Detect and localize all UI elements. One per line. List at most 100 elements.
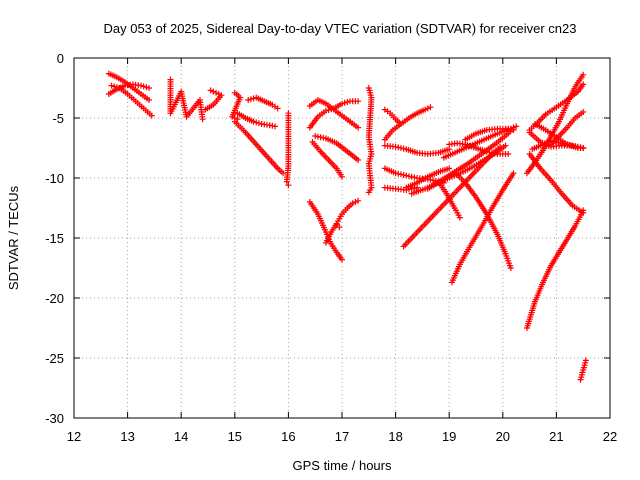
series-arc-i [231, 118, 287, 177]
data-point [502, 142, 509, 149]
data-point [229, 113, 236, 120]
data-point [266, 122, 273, 129]
data-point [355, 98, 362, 105]
series-arc-h [234, 110, 278, 130]
series-arc-z [400, 143, 504, 250]
data-point [146, 97, 153, 103]
data-point [456, 214, 463, 221]
data-point [339, 256, 345, 263]
data-point [341, 99, 348, 106]
data-point [199, 116, 206, 123]
series-arc-ap [529, 137, 587, 153]
data-point [422, 106, 429, 113]
series-arc-ae [448, 170, 517, 286]
y-tick-label: -10 [45, 171, 64, 186]
series-arc-ao [577, 357, 589, 383]
data-point [427, 104, 434, 111]
series-arc-f [229, 89, 244, 123]
plot-frame [73, 57, 611, 419]
x-axis-label: GPS time / hours [293, 458, 392, 473]
data-point [580, 109, 587, 115]
data-point [352, 199, 359, 205]
series-arc-d [167, 76, 206, 123]
data-point [582, 357, 589, 364]
data-point [336, 224, 343, 231]
series-arc-m [312, 133, 362, 163]
data-point [285, 182, 292, 189]
data-point [355, 124, 362, 131]
chart-title: Day 053 of 2025, Sidereal Day-to-day VTE… [103, 21, 576, 36]
series-arc-t [381, 104, 434, 143]
x-tick-label: 20 [496, 429, 510, 444]
data-point [140, 83, 147, 90]
y-tick-label: 0 [57, 51, 64, 66]
x-tick-label: 21 [549, 429, 563, 444]
data-point [253, 119, 260, 126]
series-arc-r [365, 85, 375, 196]
data-point [355, 157, 362, 163]
data-point [250, 118, 257, 125]
x-tick-label: 14 [174, 429, 188, 444]
data-point [146, 85, 153, 91]
data-point [272, 123, 278, 130]
x-tick-label: 19 [442, 429, 456, 444]
series-arc-l [306, 98, 362, 131]
y-tick-label: -20 [45, 291, 64, 306]
series-arc-ag [462, 125, 517, 143]
data-point [355, 197, 362, 204]
series-arc-q [333, 221, 343, 231]
data-point [113, 84, 120, 91]
data-point [108, 82, 115, 89]
series-arc-c [108, 82, 155, 119]
series-arc-am [526, 151, 587, 216]
data-point [255, 120, 262, 127]
data-point [580, 145, 587, 151]
data-point [339, 173, 345, 180]
data-point [580, 71, 587, 78]
series-arc-w [381, 184, 421, 193]
series-arc-p [322, 197, 362, 246]
data-point [247, 96, 254, 103]
series-arc-b [105, 81, 153, 97]
grid [74, 58, 610, 418]
data-point [325, 107, 332, 113]
series-arc-g [245, 94, 281, 112]
data-point [328, 106, 335, 113]
data-points [105, 70, 589, 383]
data-point [580, 81, 587, 88]
x-tick-label: 15 [228, 429, 242, 444]
axis-ticks: 12 13 14 15 16 17 18 19 20 21 22 0 -5 -10 -15 -20 -25 -30 [45, 51, 617, 444]
data-point [507, 265, 514, 271]
data-point [148, 112, 155, 119]
data-point [202, 106, 209, 113]
data-point [424, 105, 431, 112]
data-point [344, 99, 351, 105]
data-point [322, 107, 329, 114]
series-arc-u [381, 142, 453, 157]
data-point [215, 91, 222, 97]
x-tick-label: 18 [388, 429, 402, 444]
x-tick-label: 17 [335, 429, 349, 444]
series-arc-y [435, 178, 463, 221]
data-point [505, 151, 512, 157]
data-point [245, 97, 252, 103]
data-point [213, 89, 220, 96]
y-tick-label: -15 [45, 231, 64, 246]
data-point [143, 84, 150, 91]
x-tick-label: 13 [120, 429, 134, 444]
series-arc-k [306, 97, 362, 131]
data-point [207, 87, 214, 94]
series-arc-an [548, 109, 587, 148]
y-axis-label: SDTVAR / TECUs [6, 185, 21, 290]
data-point [274, 105, 281, 112]
data-point [138, 82, 144, 89]
series-arc-e [202, 87, 225, 113]
data-point [339, 100, 345, 107]
data-point [365, 189, 372, 196]
x-tick-label: 12 [67, 429, 81, 444]
y-tick-label: -5 [52, 111, 64, 126]
data-point [111, 83, 118, 90]
x-tick-label: 22 [603, 429, 617, 444]
series-arc-o [306, 199, 345, 263]
series-arc-ah [523, 207, 587, 331]
